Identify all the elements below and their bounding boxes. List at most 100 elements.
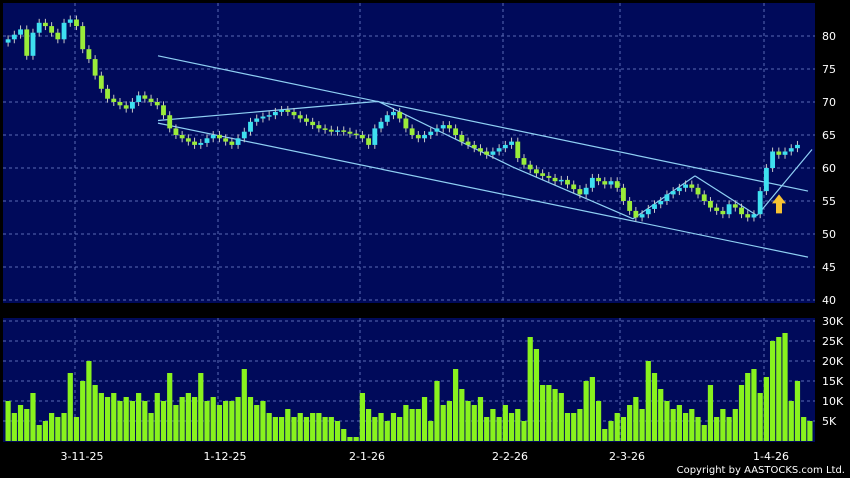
volume-bar bbox=[720, 409, 726, 441]
trendline bbox=[694, 175, 758, 217]
candle-body bbox=[111, 98, 117, 102]
volume-bar bbox=[148, 413, 154, 441]
volume-bar bbox=[142, 401, 148, 441]
candles bbox=[5, 15, 800, 222]
volume-bar bbox=[689, 409, 695, 441]
signal-arrow bbox=[772, 194, 786, 214]
candle-body bbox=[589, 177, 595, 188]
volume-bar bbox=[608, 421, 614, 441]
volume-bar bbox=[42, 421, 49, 441]
candle-body bbox=[179, 135, 185, 139]
candle-body bbox=[210, 135, 216, 139]
candle-body bbox=[527, 164, 533, 170]
candle-body bbox=[185, 138, 191, 142]
volume-bar bbox=[204, 401, 210, 441]
candle-body bbox=[198, 142, 204, 145]
candle-body bbox=[471, 144, 477, 149]
volume-bar bbox=[465, 401, 471, 441]
volume-bar bbox=[278, 417, 285, 441]
volume-bar bbox=[347, 437, 353, 441]
candle-body bbox=[708, 201, 713, 208]
candle-body bbox=[285, 109, 291, 112]
volume-bar bbox=[496, 417, 502, 441]
date-tick-label: 2-2-26 bbox=[492, 450, 528, 463]
candle-body bbox=[558, 179, 564, 182]
volume-bar bbox=[421, 397, 428, 441]
volume-bar bbox=[589, 377, 595, 441]
volume-bar bbox=[397, 417, 403, 441]
candle-body bbox=[123, 105, 129, 109]
volume-bar bbox=[154, 393, 160, 441]
candle-body bbox=[272, 111, 278, 116]
candle-body bbox=[347, 131, 353, 134]
candle-body bbox=[241, 131, 247, 139]
candle-body bbox=[36, 22, 42, 33]
volume-bar bbox=[490, 409, 496, 441]
candle-body bbox=[652, 204, 657, 209]
candle-body bbox=[726, 204, 732, 215]
volume-bar bbox=[714, 417, 720, 441]
volume-bar bbox=[80, 381, 86, 441]
volume-bar bbox=[185, 393, 191, 441]
volume-bar bbox=[247, 397, 254, 441]
volume-bar bbox=[670, 409, 676, 441]
candle-body bbox=[74, 19, 79, 27]
volume-bar bbox=[17, 405, 24, 441]
volume-tick-label: 30K bbox=[822, 315, 844, 328]
candle-body bbox=[161, 105, 166, 116]
candle-body bbox=[235, 138, 241, 145]
candle-body bbox=[670, 191, 676, 195]
copyright-text: Copyright by AASTOCKS.com Ltd. bbox=[677, 465, 845, 476]
trendline bbox=[157, 55, 809, 192]
volume-bar bbox=[645, 361, 651, 441]
volume-bar bbox=[633, 397, 639, 441]
volume-bar bbox=[86, 361, 92, 441]
volume-bar bbox=[160, 401, 167, 441]
candle-body bbox=[18, 29, 23, 35]
candle-body bbox=[61, 22, 67, 40]
candle-body bbox=[148, 98, 154, 102]
volume-bar bbox=[104, 397, 111, 441]
candle-body bbox=[80, 26, 86, 50]
volume-bar bbox=[365, 409, 372, 441]
volume-bar bbox=[695, 417, 701, 441]
candle-body bbox=[533, 169, 539, 174]
candle-body bbox=[720, 210, 726, 215]
candle-body bbox=[546, 175, 552, 178]
price-tick-label: 40 bbox=[822, 294, 836, 307]
candle-body bbox=[98, 75, 104, 89]
volume-bar bbox=[322, 417, 328, 441]
volume-bar bbox=[484, 417, 490, 441]
volume-bar bbox=[73, 417, 80, 441]
volume-bar bbox=[328, 417, 334, 441]
volume-bar bbox=[378, 413, 384, 441]
candle-body bbox=[770, 151, 776, 168]
volume-tick-label: 5K bbox=[822, 415, 837, 428]
candle-body bbox=[86, 49, 92, 60]
volume-bar bbox=[285, 409, 291, 441]
volume-bar bbox=[546, 385, 552, 441]
price-tick-label: 60 bbox=[822, 162, 836, 175]
candle-body bbox=[409, 128, 415, 135]
candle-body bbox=[11, 34, 17, 40]
candle-body bbox=[571, 184, 577, 190]
volume-bar bbox=[384, 421, 390, 441]
volume-bar bbox=[707, 385, 714, 441]
volume-bar bbox=[353, 437, 359, 441]
candle-body bbox=[92, 59, 98, 76]
trendline bbox=[632, 175, 696, 220]
candle-body bbox=[434, 128, 440, 132]
volume-bar bbox=[440, 405, 446, 441]
candle-body bbox=[403, 118, 409, 129]
candle-body bbox=[136, 95, 142, 102]
volume-bar bbox=[769, 341, 776, 441]
candle-body bbox=[378, 121, 384, 129]
volume-bar bbox=[136, 393, 142, 441]
volume-bar bbox=[341, 429, 347, 441]
volume-tick-label: 15K bbox=[822, 375, 844, 388]
volume-tick-label: 20K bbox=[822, 355, 844, 368]
volume-bar bbox=[794, 381, 801, 441]
volume-bar bbox=[129, 401, 136, 441]
volume-bar bbox=[459, 389, 465, 441]
candle-body bbox=[714, 207, 720, 211]
